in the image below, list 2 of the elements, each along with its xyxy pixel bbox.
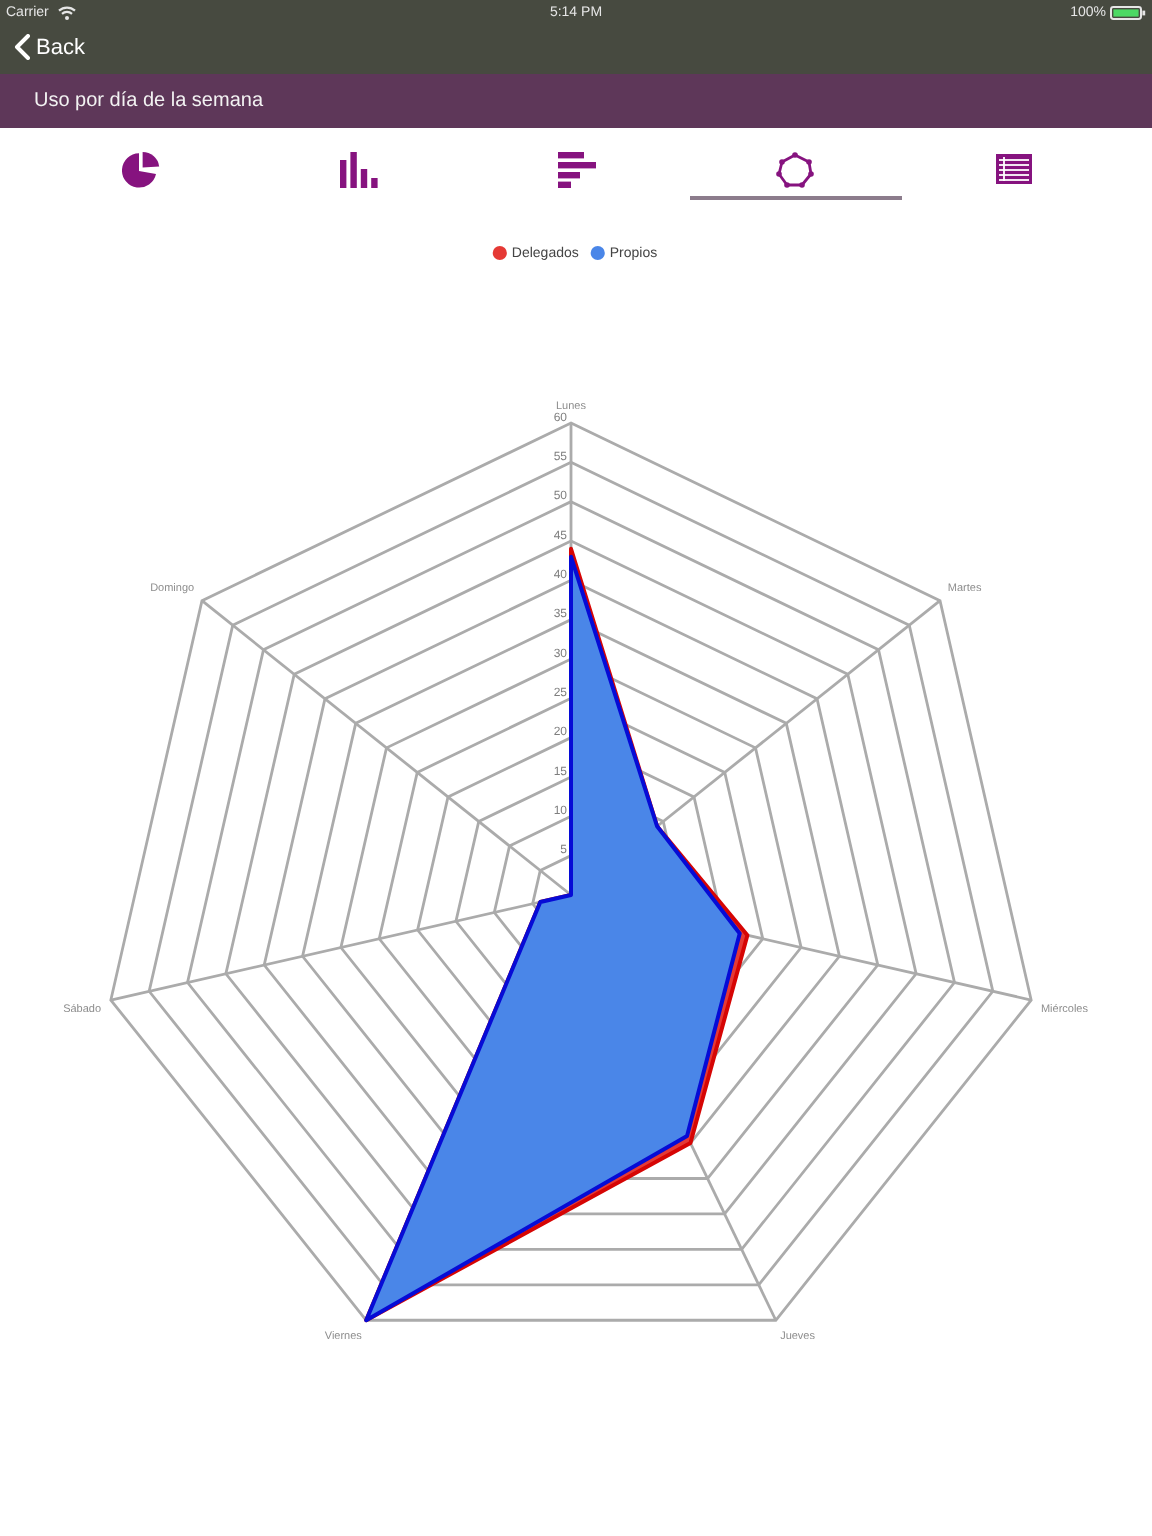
chart-title: Uso por día de la semana <box>34 88 264 114</box>
text: Back <box>36 34 85 62</box>
